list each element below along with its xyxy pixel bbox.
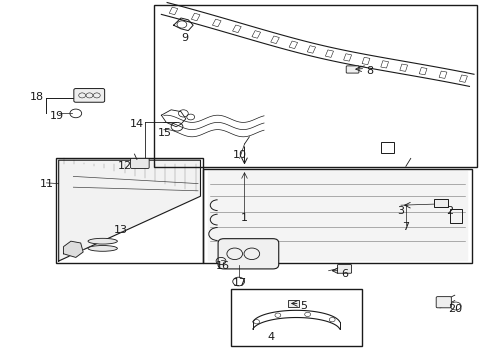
Bar bbox=[154, 5, 476, 167]
Text: 7: 7 bbox=[402, 222, 408, 232]
Bar bbox=[438, 71, 446, 78]
Polygon shape bbox=[207, 171, 466, 260]
Bar bbox=[203, 169, 471, 263]
Bar bbox=[251, 31, 260, 38]
Text: 5: 5 bbox=[300, 301, 307, 311]
Text: 14: 14 bbox=[130, 119, 143, 129]
Ellipse shape bbox=[88, 246, 117, 251]
FancyBboxPatch shape bbox=[435, 297, 450, 308]
Bar bbox=[191, 13, 200, 21]
Bar bbox=[169, 7, 177, 15]
Text: 16: 16 bbox=[215, 261, 229, 271]
Text: 13: 13 bbox=[114, 225, 128, 235]
Polygon shape bbox=[63, 241, 83, 257]
Text: 8: 8 bbox=[366, 66, 372, 76]
FancyBboxPatch shape bbox=[130, 158, 149, 168]
Text: 18: 18 bbox=[30, 92, 43, 102]
Text: 9: 9 bbox=[181, 33, 188, 43]
Bar bbox=[343, 54, 351, 61]
Bar bbox=[325, 50, 333, 57]
Text: 10: 10 bbox=[232, 150, 246, 160]
FancyBboxPatch shape bbox=[74, 89, 104, 102]
FancyBboxPatch shape bbox=[346, 66, 358, 73]
Bar bbox=[459, 75, 467, 82]
Text: 19: 19 bbox=[50, 111, 64, 121]
Text: 1: 1 bbox=[241, 213, 247, 223]
Polygon shape bbox=[59, 160, 200, 261]
Text: 2: 2 bbox=[446, 206, 452, 216]
FancyBboxPatch shape bbox=[218, 239, 278, 269]
Text: 4: 4 bbox=[267, 332, 274, 342]
Text: 11: 11 bbox=[40, 179, 53, 189]
Bar bbox=[230, 289, 361, 346]
Bar bbox=[361, 57, 369, 65]
Text: 3: 3 bbox=[397, 206, 404, 216]
Ellipse shape bbox=[88, 238, 117, 244]
Text: 12: 12 bbox=[118, 161, 131, 171]
Bar bbox=[306, 46, 315, 53]
Bar bbox=[449, 209, 461, 223]
Bar bbox=[287, 300, 298, 307]
Bar bbox=[399, 64, 407, 71]
Bar bbox=[381, 142, 393, 153]
Text: 17: 17 bbox=[232, 278, 246, 288]
Bar bbox=[380, 61, 388, 68]
Bar bbox=[270, 36, 279, 44]
Bar bbox=[212, 19, 221, 27]
Bar bbox=[288, 41, 297, 49]
Bar bbox=[56, 158, 203, 263]
FancyBboxPatch shape bbox=[337, 265, 351, 273]
Text: 20: 20 bbox=[447, 304, 461, 314]
Text: 6: 6 bbox=[341, 269, 347, 279]
Bar bbox=[232, 25, 241, 33]
Text: 15: 15 bbox=[158, 128, 172, 138]
Bar bbox=[433, 199, 447, 207]
Bar bbox=[418, 67, 426, 75]
